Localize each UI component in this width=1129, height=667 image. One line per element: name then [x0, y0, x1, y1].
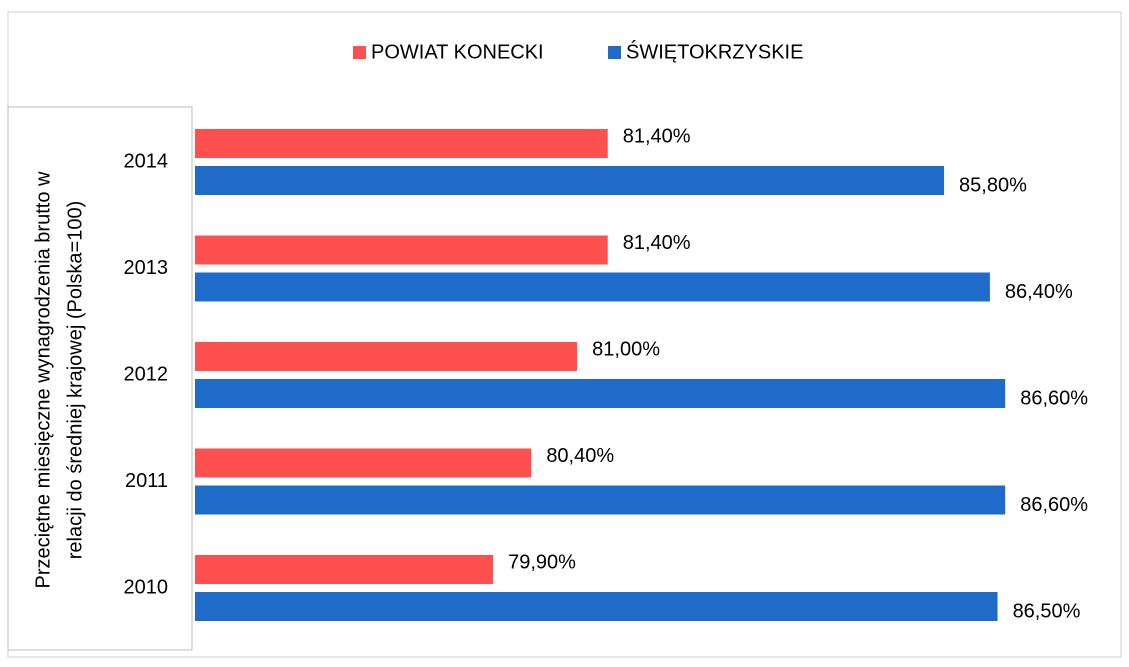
bar	[195, 448, 532, 478]
bar	[195, 485, 1006, 515]
bar	[195, 379, 1006, 408]
data-label: 81,40%	[623, 125, 691, 147]
data-label: 86,60%	[1020, 494, 1088, 516]
chart-frame	[7, 11, 1122, 658]
data-label: 86,50%	[1013, 600, 1081, 622]
bar	[195, 166, 945, 195]
y-tick-label: 2010	[124, 576, 169, 598]
y-axis-title: Przeciętne miesięczne wynagrodzenia brut…	[32, 171, 54, 588]
data-label: 80,40%	[546, 445, 614, 467]
bar	[195, 129, 608, 158]
bar	[195, 235, 608, 265]
data-label: 86,40%	[1005, 281, 1073, 303]
legend-label: POWIAT KONECKI	[371, 41, 544, 63]
axis-title-box	[7, 106, 193, 651]
data-label: 85,80%	[959, 174, 1027, 196]
data-label: 86,60%	[1020, 387, 1088, 409]
y-tick-label: 2011	[125, 470, 168, 492]
legend-label: ŚWIĘTOKRZYSKIE	[626, 39, 803, 63]
data-label: 81,00%	[592, 338, 660, 360]
legend-swatch	[608, 46, 621, 59]
bar	[195, 272, 990, 302]
y-tick-label: 2012	[124, 363, 169, 385]
y-tick-label: 2014	[124, 150, 169, 172]
legend-swatch	[353, 46, 366, 59]
data-label: 81,40%	[623, 232, 691, 254]
bar	[195, 555, 494, 584]
bar	[195, 592, 998, 621]
y-axis-title: relacji do średniej krajowej (Polska=100…	[64, 201, 86, 560]
bar	[195, 342, 578, 371]
data-label: 79,90%	[508, 551, 576, 573]
y-tick-label: 2013	[124, 257, 169, 279]
